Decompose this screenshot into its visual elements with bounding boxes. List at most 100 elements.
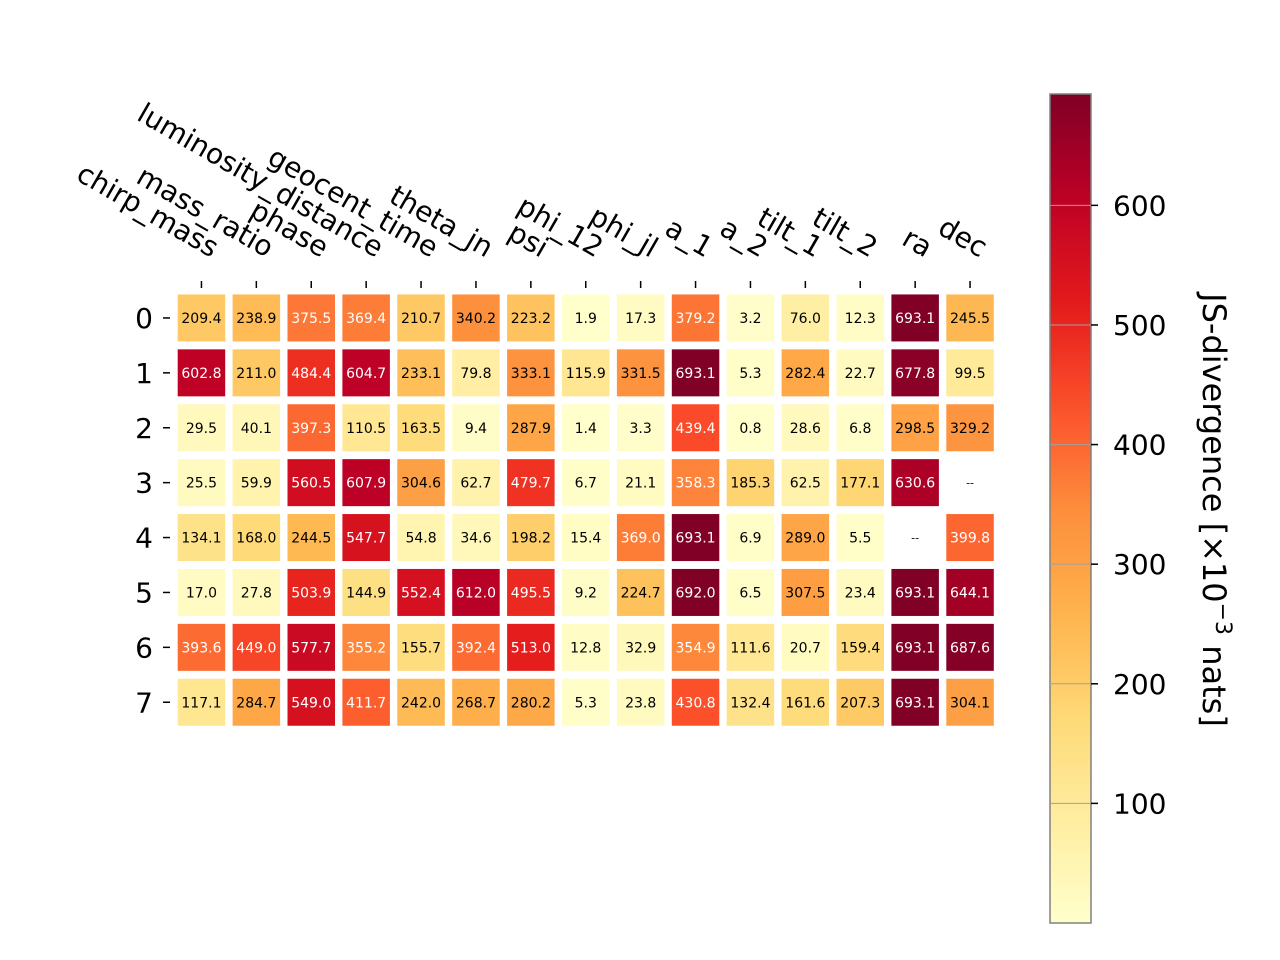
heatmap-cell [946,349,994,397]
cell-label: 280.2 [511,695,551,711]
heatmap-cell [397,623,445,671]
cell-label: 693.1 [895,640,935,656]
cell-label: 40.1 [241,421,272,437]
cell-label: 354.9 [676,640,716,656]
cell-label: 144.9 [346,585,386,601]
heatmap-cell [891,459,939,507]
heatmap-cell [507,514,555,562]
cell-label: 392.4 [456,640,496,656]
heatmap-cell [616,678,665,726]
cell-label: 17.0 [186,585,217,601]
cell-label: 282.4 [785,366,825,382]
cell-label: 209.4 [181,311,221,327]
cell-label: 602.8 [181,366,221,382]
cell-label: 223.2 [511,311,551,327]
heatmap-cell [726,404,775,452]
cell-label: 62.7 [460,476,491,492]
heatmap-cell [836,678,884,726]
heatmap-cell [452,459,500,507]
cell-label: 168.0 [236,531,276,547]
cell-label: 375.5 [291,311,331,327]
cell-label: 284.7 [236,695,276,711]
heatmap-cell [562,349,610,397]
heatmap-cell [452,349,500,397]
heatmap-cell [616,349,665,397]
cell-label: 369.4 [346,311,386,327]
cell-label: 224.7 [621,585,661,601]
cell-label: 692.0 [676,585,716,601]
cell-label: 693.1 [676,366,716,382]
cell-label: 161.6 [785,695,825,711]
heatmap-cell [891,349,939,397]
cell-label: 244.5 [291,531,331,547]
cell-label: 331.5 [621,366,661,382]
heatmap-cell [342,623,390,671]
heatmap-cell [177,459,226,507]
heatmap-cell [946,294,994,342]
colorbar-tick-label: 400 [1113,429,1166,462]
y-tick-label: 4 [135,522,153,555]
cell-label: 21.1 [625,476,656,492]
heatmap-cell [562,514,610,562]
colorbar-tick-label: 200 [1113,668,1166,701]
heatmap-cell [946,568,994,616]
heatmap-cell [616,623,665,671]
cell-label: 1.4 [575,421,597,437]
heatmap-cell [232,678,281,726]
cell-label: 577.7 [291,640,331,656]
cell-label: 307.5 [785,585,825,601]
heatmap-cell [616,294,665,342]
heatmap-cell [177,678,226,726]
heatmap-cell [232,514,281,562]
cell-label: 6.7 [575,476,597,492]
cell-label: 687.6 [950,640,990,656]
cell-label: 79.8 [460,366,491,382]
heatmap-cell [781,404,830,452]
heatmap-cell [946,678,994,726]
heatmap-cell [177,568,226,616]
y-tick-label: 1 [135,357,153,390]
heatmap-cell [397,459,445,507]
x-tick-label: a_1 [660,211,719,264]
heatmap-cell [671,459,720,507]
cell-label: 449.0 [236,640,276,656]
heatmap-cell [836,349,884,397]
cell-label: 99.5 [954,366,985,382]
y-tick-label: 2 [135,412,153,445]
heatmap-cell [177,623,226,671]
heatmap-cell [507,568,555,616]
cell-label: 23.8 [625,695,656,711]
heatmap-cell [287,678,335,726]
cell-label: 159.4 [840,640,880,656]
heatmap-cell [726,678,775,726]
heatmap-cell [342,514,390,562]
cell-label: 397.3 [291,421,331,437]
heatmap-cell [397,678,445,726]
cell-label: 552.4 [401,585,441,601]
cell-label: 333.1 [511,366,551,382]
cell-label: 20.7 [790,640,821,656]
heatmap-cell [287,623,335,671]
heatmap-cell [397,568,445,616]
colorbar-tick-label: 300 [1113,548,1166,581]
y-tick-label: 0 [135,302,153,335]
y-tick-label: 5 [135,576,153,609]
heatmap-cell [452,404,500,452]
cell-label: 242.0 [401,695,441,711]
heatmap-cell [616,459,665,507]
heatmap-cell [232,349,281,397]
heatmap-cell [342,404,390,452]
cell-label: 677.8 [895,366,935,382]
heatmap-cell [562,404,610,452]
cell-label: 110.5 [346,421,386,437]
heatmap-cell [946,404,994,452]
cell-label: 32.9 [625,640,656,656]
cell-label: 198.2 [511,531,551,547]
cell-label: 612.0 [456,585,496,601]
heatmap-cell [891,294,939,342]
x-tick-label: ra [897,221,938,264]
heatmap-cell [287,404,335,452]
x-tick-label: dec [933,210,993,264]
cell-label: 25.5 [186,476,217,492]
